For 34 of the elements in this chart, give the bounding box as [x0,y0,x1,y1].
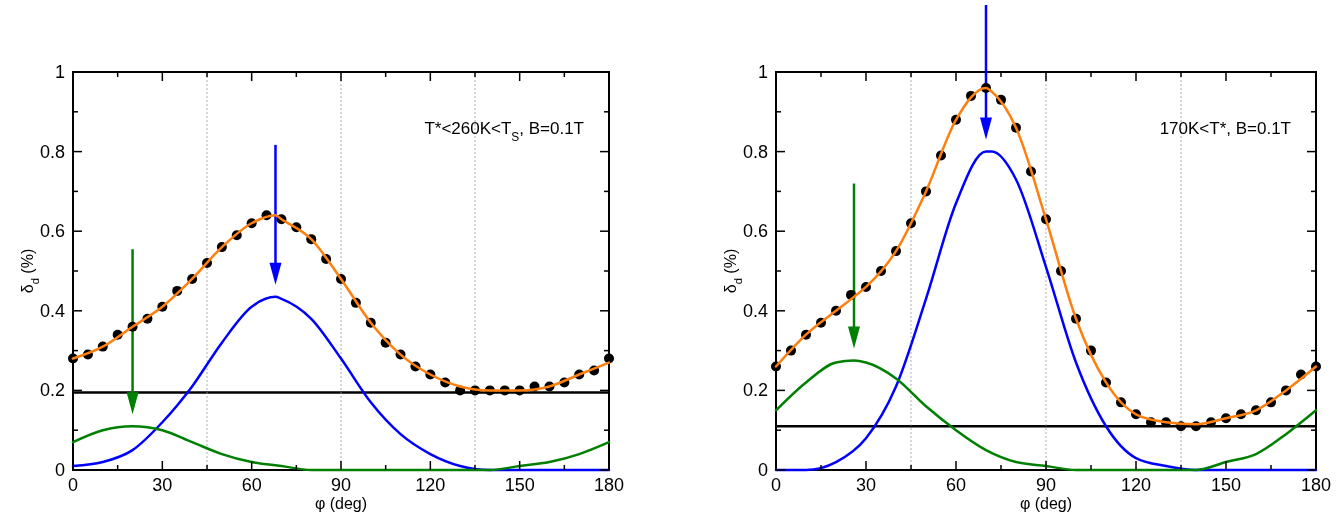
y-tick-label: 0.4 [742,300,768,321]
y-tick-label: 0.6 [39,221,65,242]
x-tick-label: 120 [1120,475,1152,495]
annotation: 170K<T*, B=0.1T [1159,119,1291,138]
y-tick-label: 0.4 [39,300,65,321]
x-tick-label: 30 [855,475,877,495]
x-tick-label: 60 [945,475,967,495]
y-tick-label: 0.2 [742,380,768,401]
x-tick-label: 60 [241,475,262,495]
x-axis-title: φ (deg) [1019,495,1073,512]
x-tick-label: 30 [152,475,173,495]
x-tick-label: 150 [504,475,535,495]
x-axis-title: φ (deg) [314,495,368,512]
x-tick-label: 180 [593,475,625,495]
y-tick-label: 0 [757,460,768,480]
y-tick-label: 0.6 [742,221,768,242]
y-tick-label: 1 [757,62,768,82]
y-tick-label: 0.2 [39,380,65,401]
annotation: T*<260K<T$_{S}$, B=0.1T [424,119,584,144]
x-tick-label: 90 [1035,475,1057,495]
y-tick-label: 0.8 [742,141,768,162]
line-series [71,295,611,472]
y-tick-label: 0.8 [39,141,65,162]
x-tick-label: 150 [1210,475,1242,495]
y-tick-label: 0 [54,460,65,480]
line-series [774,359,1318,472]
line-series [71,424,611,472]
x-tick-label: 90 [330,475,352,495]
x-tick-label: 120 [415,475,446,495]
y-tick-label: 1 [54,62,65,82]
x-tick-label: 0 [67,475,79,495]
x-tick-label: 180 [1300,475,1332,495]
x-tick-label: 0 [770,475,782,495]
line-series [774,150,1318,472]
